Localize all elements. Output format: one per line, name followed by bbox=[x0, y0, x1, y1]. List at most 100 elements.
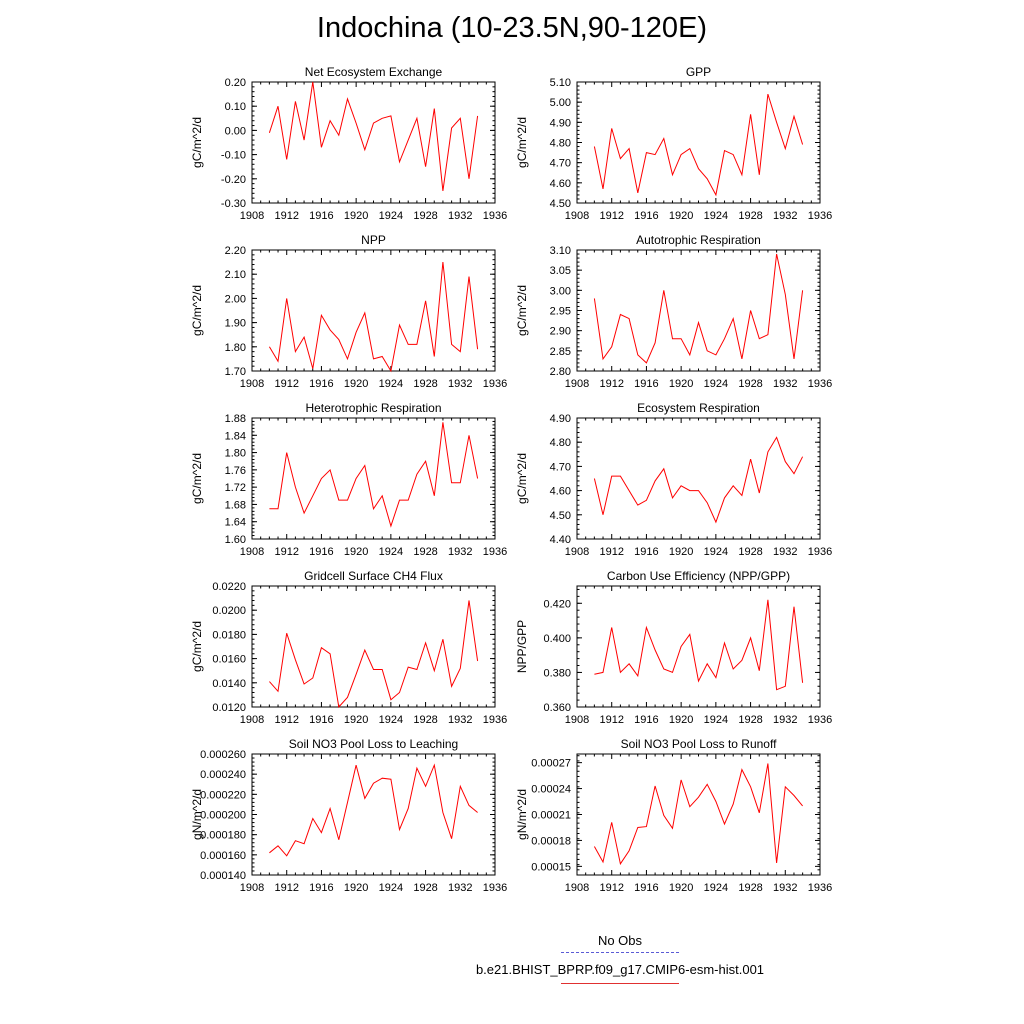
y-tick-label: 4.60 bbox=[550, 178, 571, 190]
y-tick-label: 1.70 bbox=[225, 366, 246, 378]
plot-frame bbox=[576, 249, 821, 372]
y-tick-label: 0.000240 bbox=[200, 769, 246, 781]
x-tick-label: 1924 bbox=[379, 546, 403, 558]
y-tick-label: 3.10 bbox=[550, 245, 571, 257]
x-tick-label: 1936 bbox=[483, 714, 507, 726]
y-tick-label: 1.80 bbox=[225, 448, 246, 460]
y-tick-label: 0.20 bbox=[225, 77, 246, 89]
y-tick-label: 1.88 bbox=[225, 413, 246, 425]
series-line bbox=[269, 422, 479, 528]
x-tick-label: 1912 bbox=[599, 378, 623, 390]
x-tick-label: 1920 bbox=[669, 714, 693, 726]
x-tick-label: 1912 bbox=[274, 210, 298, 222]
x-tick-label: 1916 bbox=[634, 714, 658, 726]
x-tick-label: 1920 bbox=[669, 882, 693, 894]
x-tick-label: 1928 bbox=[738, 378, 762, 390]
y-tick-label: 0.000180 bbox=[200, 830, 246, 842]
x-tick-label: 1912 bbox=[274, 714, 298, 726]
chart-panel-10: Soil NO3 Pool Loss to Runoff gN/m^2/d 1908… bbox=[515, 737, 832, 894]
y-tick-label: 0.360 bbox=[543, 702, 571, 714]
y-tick-label: -0.20 bbox=[221, 174, 246, 186]
x-tick-label: 1932 bbox=[773, 546, 797, 558]
series-line bbox=[268, 81, 479, 191]
chart-title: Heterotrophic Respiration bbox=[305, 401, 441, 415]
x-tick-label: 1936 bbox=[483, 378, 507, 390]
y-axis-label: gC/m^2/d bbox=[190, 453, 204, 504]
x-tick-label: 1920 bbox=[669, 210, 693, 222]
x-tick-label: 1920 bbox=[344, 546, 368, 558]
x-tick-label: 1936 bbox=[483, 882, 507, 894]
x-tick-label: 1928 bbox=[413, 546, 437, 558]
plot-frame bbox=[251, 81, 496, 204]
x-tick-label: 1936 bbox=[808, 546, 832, 558]
y-tick-label: 1.64 bbox=[225, 517, 246, 529]
chart-title: Soil NO3 Pool Loss to Runoff bbox=[621, 737, 778, 751]
x-tick-label: 1936 bbox=[808, 882, 832, 894]
legend-model-label: b.e21.BHIST_BPRP.f09_g17.CMIP6-esm-hist.… bbox=[475, 962, 765, 977]
x-tick-label: 1932 bbox=[448, 882, 472, 894]
x-tick-label: 1912 bbox=[599, 714, 623, 726]
x-tick-label: 1916 bbox=[634, 210, 658, 222]
y-tick-label: 0.400 bbox=[543, 633, 571, 645]
chart-panel-9: Soil NO3 Pool Loss to Leaching gN/m^2/d 19… bbox=[190, 737, 507, 894]
series-line bbox=[594, 599, 804, 691]
series-line bbox=[593, 253, 804, 364]
plot-frame bbox=[576, 585, 821, 708]
y-tick-label: 0.380 bbox=[543, 667, 571, 679]
y-axis-label: NPP/GPP bbox=[515, 620, 529, 673]
y-tick-label: 4.50 bbox=[550, 510, 571, 522]
chart-title: Carbon Use Efficiency (NPP/GPP) bbox=[607, 569, 790, 583]
x-tick-label: 1924 bbox=[379, 882, 403, 894]
x-tick-label: 1932 bbox=[773, 714, 797, 726]
y-tick-label: 3.00 bbox=[550, 285, 571, 297]
x-tick-label: 1932 bbox=[448, 714, 472, 726]
x-tick-label: 1928 bbox=[738, 882, 762, 894]
x-tick-label: 1928 bbox=[413, 882, 437, 894]
x-tick-label: 1936 bbox=[483, 210, 507, 222]
x-tick-label: 1936 bbox=[483, 546, 507, 558]
x-tick-label: 1928 bbox=[738, 714, 762, 726]
x-tick-label: 1912 bbox=[274, 378, 298, 390]
y-tick-label: 1.80 bbox=[225, 342, 246, 354]
y-tick-label: 3.05 bbox=[550, 265, 571, 277]
y-axis-label: gC/m^2/d bbox=[190, 285, 204, 336]
x-tick-label: 1932 bbox=[773, 882, 797, 894]
x-tick-label: 1932 bbox=[773, 378, 797, 390]
y-axis-label: gC/m^2/d bbox=[190, 621, 204, 672]
page-title: Indochina (10-23.5N,90-120E) bbox=[316, 12, 708, 44]
chart-panel-5: Heterotrophic Respiration gC/m^2/d 1908 191… bbox=[190, 401, 507, 558]
series-line bbox=[593, 93, 804, 197]
chart-panel-2: GPP gC/m^2/d 1908 1912 1916 1920 1924 1928 1932 1… bbox=[515, 65, 832, 222]
y-tick-label: 4.60 bbox=[550, 486, 571, 498]
x-tick-label: 1908 bbox=[565, 546, 589, 558]
x-tick-label: 1924 bbox=[704, 210, 728, 222]
x-tick-label: 1928 bbox=[738, 210, 762, 222]
x-tick-label: 1908 bbox=[240, 378, 264, 390]
x-tick-label: 1916 bbox=[309, 378, 333, 390]
y-tick-label: -0.10 bbox=[221, 150, 246, 162]
y-tick-label: 4.90 bbox=[550, 117, 571, 129]
y-tick-label: 5.10 bbox=[550, 77, 571, 89]
chart-title: Net Ecosystem Exchange bbox=[305, 65, 443, 79]
y-tick-label: 0.10 bbox=[225, 101, 246, 113]
x-tick-label: 1936 bbox=[808, 714, 832, 726]
x-tick-label: 1924 bbox=[704, 882, 728, 894]
x-tick-label: 1908 bbox=[240, 882, 264, 894]
y-tick-label: 0.0160 bbox=[212, 654, 246, 666]
y-tick-label: 1.84 bbox=[225, 430, 246, 442]
chart-title: Soil NO3 Pool Loss to Leaching bbox=[289, 737, 458, 751]
y-tick-label: 0.00021 bbox=[531, 810, 571, 822]
x-tick-label: 1920 bbox=[669, 378, 693, 390]
x-tick-label: 1920 bbox=[669, 546, 693, 558]
y-tick-label: 0.000140 bbox=[200, 870, 246, 882]
x-tick-label: 1908 bbox=[240, 714, 264, 726]
x-tick-label: 1936 bbox=[808, 378, 832, 390]
chart-panel-8: Carbon Use Efficiency (NPP/GPP) NPP/GPP 19… bbox=[515, 569, 832, 726]
chart-panel-6: Ecosystem Respiration gC/m^2/d 1908 1912 191… bbox=[515, 401, 832, 558]
y-tick-label: 2.85 bbox=[550, 346, 571, 358]
x-tick-label: 1928 bbox=[413, 378, 437, 390]
x-tick-label: 1912 bbox=[274, 546, 298, 558]
series-line bbox=[268, 262, 479, 373]
y-tick-label: 4.80 bbox=[550, 138, 571, 150]
